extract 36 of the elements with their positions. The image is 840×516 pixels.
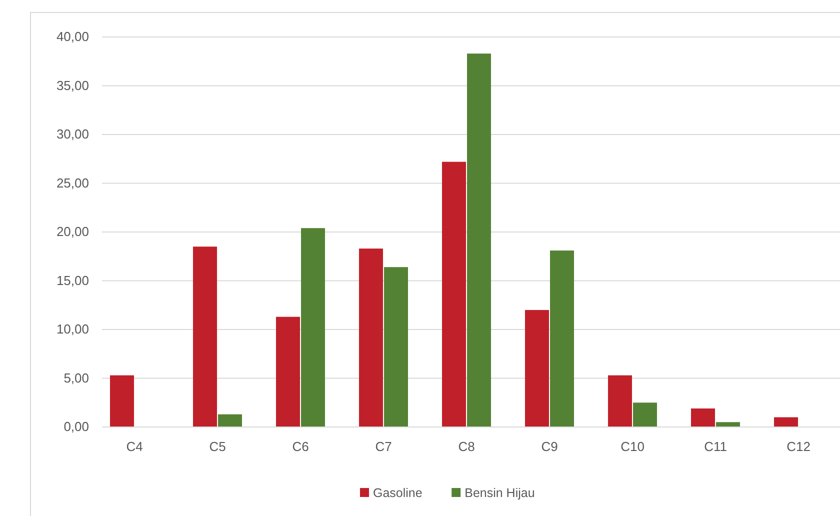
bar — [218, 414, 242, 427]
x-tick-label: C11 — [704, 439, 727, 454]
bar — [608, 375, 632, 427]
x-tick-label: C9 — [541, 439, 558, 454]
bar — [467, 54, 491, 427]
bar — [525, 310, 549, 427]
x-tick-label: C8 — [458, 439, 475, 454]
y-tick-label: 20,00 — [56, 224, 89, 240]
x-tick-label: C12 — [786, 439, 810, 454]
y-tick-label: 25,00 — [56, 175, 89, 190]
y-tick-label: 5,00 — [64, 370, 89, 386]
bar — [193, 246, 217, 427]
y-tick-label: 35,00 — [56, 78, 89, 93]
legend-label: Bensin Hijau — [464, 486, 535, 500]
x-tick-label: C6 — [292, 439, 309, 454]
legend-label: Gasoline — [373, 486, 422, 500]
x-tick-label: C7 — [375, 439, 392, 454]
bar — [550, 250, 574, 427]
y-tick-label: 0,00 — [64, 419, 89, 434]
bar — [110, 375, 134, 427]
bar — [716, 422, 740, 427]
y-tick-label: 30,00 — [56, 126, 89, 142]
y-tick-label: 10,00 — [56, 322, 89, 337]
bar — [384, 267, 408, 427]
y-tick-label: 40,00 — [56, 29, 89, 44]
bar — [301, 228, 325, 427]
bar — [774, 417, 798, 427]
bar — [276, 316, 300, 427]
x-tick-label: C10 — [620, 439, 644, 454]
bar — [691, 408, 715, 427]
bar — [633, 402, 657, 427]
bar — [442, 162, 466, 427]
bar — [359, 248, 383, 427]
x-tick-label: C5 — [209, 439, 226, 454]
x-tick-label: C4 — [126, 439, 143, 454]
y-tick-label: 15,00 — [56, 272, 89, 288]
